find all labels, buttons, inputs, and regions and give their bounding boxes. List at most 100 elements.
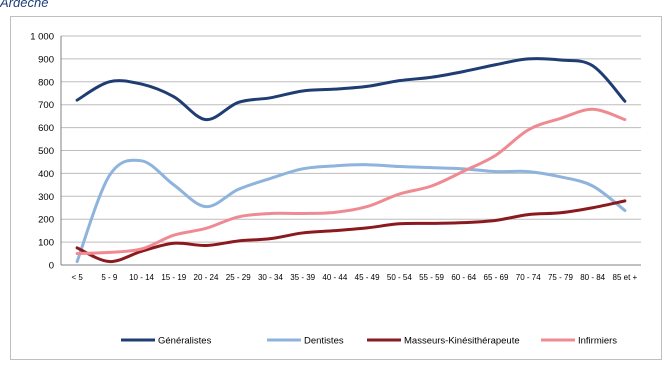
- data-point: [365, 226, 369, 230]
- y-tick-label: 200: [38, 215, 54, 226]
- y-tick-label: 500: [38, 146, 54, 157]
- legend-label: Infirmiers: [578, 336, 617, 347]
- data-point: [430, 166, 434, 170]
- data-point: [365, 84, 369, 88]
- data-point: [430, 75, 434, 79]
- x-tick-label: 35 - 39: [290, 273, 315, 282]
- y-tick-label: 400: [38, 169, 54, 180]
- x-tick-label: 60 - 64: [451, 273, 476, 282]
- data-point: [204, 118, 208, 122]
- data-point: [107, 174, 111, 178]
- data-point: [494, 218, 498, 222]
- data-point: [172, 95, 176, 99]
- x-tick-label: 55 - 59: [419, 273, 444, 282]
- x-tick-label: 80 - 84: [580, 273, 605, 282]
- data-point: [494, 63, 498, 67]
- data-point: [462, 69, 466, 73]
- data-point: [623, 208, 627, 212]
- data-point: [75, 252, 79, 256]
- legend-label: Généralistes: [158, 336, 212, 347]
- data-point: [236, 187, 240, 191]
- x-tick-label: 45 - 49: [355, 273, 380, 282]
- data-point: [268, 176, 272, 180]
- data-point: [204, 205, 208, 209]
- data-point: [268, 211, 272, 215]
- x-tick-label: 65 - 69: [484, 273, 509, 282]
- data-point: [397, 222, 401, 226]
- data-point: [526, 128, 530, 132]
- y-tick-label: 900: [38, 54, 54, 65]
- data-point: [172, 241, 176, 245]
- x-tick-label: 85 et +: [613, 273, 638, 282]
- x-tick-label: 25 - 29: [226, 273, 251, 282]
- chart-heading: Ardèche: [0, 0, 49, 10]
- data-point: [268, 237, 272, 241]
- data-point: [333, 164, 337, 168]
- data-point: [526, 213, 530, 217]
- y-tick-label: 100: [38, 238, 54, 249]
- x-tick-label: 40 - 44: [322, 273, 347, 282]
- chart-frame: 0 100 200 300 400 500 600 700 800 900 1 000 < 5 5 -…: [10, 16, 662, 360]
- legend: Généralistes Dentistes Masseurs-Kinésithér…: [121, 336, 617, 347]
- x-tick-label: 10 - 14: [129, 273, 154, 282]
- series-line-2: [75, 199, 627, 264]
- data-point: [526, 170, 530, 174]
- data-point: [397, 192, 401, 196]
- data-point: [236, 215, 240, 219]
- data-point: [430, 184, 434, 188]
- x-tick-label: 30 - 34: [258, 273, 283, 282]
- data-point: [430, 221, 434, 225]
- data-point: [365, 205, 369, 209]
- y-tick-label: 600: [38, 123, 54, 134]
- data-point: [558, 211, 562, 215]
- y-tick-label: 0: [49, 261, 54, 272]
- data-point: [236, 239, 240, 243]
- y-tick-label: 700: [38, 100, 54, 111]
- data-point: [333, 229, 337, 233]
- data-point: [75, 246, 79, 250]
- data-point: [333, 87, 337, 91]
- series-lines: [75, 57, 627, 264]
- x-tick-label: 20 - 24: [194, 273, 219, 282]
- x-tick-label: 15 - 19: [161, 273, 186, 282]
- data-point: [301, 167, 305, 171]
- data-point: [172, 183, 176, 187]
- legend-label: Masseurs-Kinésithérapeute: [404, 336, 520, 347]
- data-point: [172, 233, 176, 237]
- data-point: [107, 80, 111, 84]
- data-point: [623, 99, 627, 103]
- data-point: [397, 79, 401, 83]
- line-chart: 0 100 200 300 400 500 600 700 800 900 1 000 < 5 5 -…: [30, 32, 641, 347]
- data-point: [591, 64, 595, 68]
- data-point: [462, 169, 466, 173]
- y-tick-label: 1 000: [30, 32, 54, 43]
- x-tick-label: 5 - 9: [101, 273, 118, 282]
- data-point: [140, 82, 144, 86]
- data-point: [623, 199, 627, 203]
- data-point: [75, 260, 79, 264]
- y-tick-label: 800: [38, 77, 54, 88]
- data-point: [107, 260, 111, 264]
- data-point: [591, 107, 595, 111]
- x-tick-label: 50 - 54: [387, 273, 412, 282]
- x-tick-label: 75 - 79: [548, 273, 573, 282]
- data-point: [397, 165, 401, 169]
- data-point: [558, 116, 562, 120]
- data-point: [204, 226, 208, 230]
- data-point: [140, 247, 144, 251]
- y-tick-label: 300: [38, 192, 54, 203]
- x-tick-label: 70 - 74: [516, 273, 541, 282]
- data-point: [204, 244, 208, 248]
- data-point: [494, 170, 498, 174]
- data-point: [591, 184, 595, 188]
- x-tick-label: < 5: [71, 273, 83, 282]
- data-point: [526, 57, 530, 61]
- data-point: [301, 89, 305, 93]
- data-point: [591, 206, 595, 210]
- series-line-0: [75, 57, 627, 122]
- data-point: [301, 211, 305, 215]
- data-point: [268, 96, 272, 100]
- data-point: [140, 159, 144, 163]
- data-point: [558, 58, 562, 62]
- data-point: [333, 210, 337, 214]
